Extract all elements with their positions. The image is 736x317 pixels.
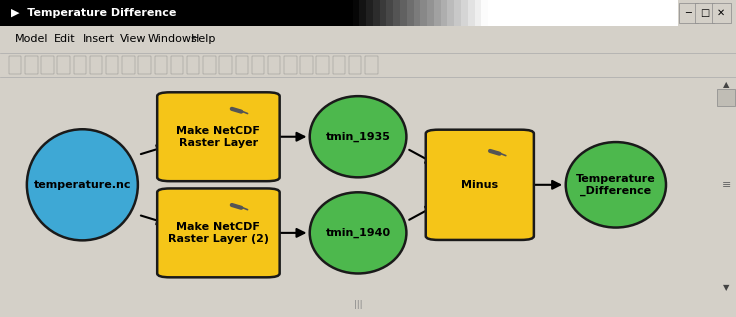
FancyBboxPatch shape bbox=[349, 56, 361, 74]
FancyBboxPatch shape bbox=[300, 56, 313, 74]
FancyBboxPatch shape bbox=[122, 56, 135, 74]
FancyBboxPatch shape bbox=[25, 56, 38, 74]
FancyBboxPatch shape bbox=[365, 56, 378, 74]
Text: temperature.nc: temperature.nc bbox=[34, 180, 131, 190]
FancyBboxPatch shape bbox=[203, 56, 216, 74]
Text: Windows: Windows bbox=[147, 34, 197, 44]
Text: Insert: Insert bbox=[82, 34, 114, 44]
Text: Temperature
_Difference: Temperature _Difference bbox=[576, 174, 656, 196]
FancyBboxPatch shape bbox=[219, 56, 232, 74]
Text: Model: Model bbox=[15, 34, 49, 44]
FancyBboxPatch shape bbox=[138, 56, 151, 74]
Text: ▼: ▼ bbox=[723, 283, 729, 292]
FancyBboxPatch shape bbox=[155, 56, 167, 74]
FancyBboxPatch shape bbox=[679, 3, 698, 23]
FancyBboxPatch shape bbox=[425, 130, 534, 240]
FancyBboxPatch shape bbox=[316, 56, 329, 74]
FancyBboxPatch shape bbox=[695, 3, 714, 23]
FancyBboxPatch shape bbox=[9, 56, 21, 74]
Text: ✕: ✕ bbox=[717, 8, 726, 18]
Text: Help: Help bbox=[191, 34, 216, 44]
Text: Minus: Minus bbox=[461, 180, 498, 190]
Text: View: View bbox=[120, 34, 146, 44]
FancyBboxPatch shape bbox=[57, 56, 70, 74]
FancyBboxPatch shape bbox=[284, 56, 297, 74]
FancyBboxPatch shape bbox=[236, 56, 248, 74]
FancyBboxPatch shape bbox=[90, 56, 102, 74]
FancyBboxPatch shape bbox=[712, 3, 731, 23]
FancyBboxPatch shape bbox=[252, 56, 264, 74]
FancyBboxPatch shape bbox=[158, 92, 280, 181]
FancyBboxPatch shape bbox=[187, 56, 199, 74]
Text: Make NetCDF
Raster Layer: Make NetCDF Raster Layer bbox=[177, 126, 261, 147]
FancyBboxPatch shape bbox=[333, 56, 345, 74]
Text: Make NetCDF
Raster Layer (2): Make NetCDF Raster Layer (2) bbox=[168, 222, 269, 244]
Text: Edit: Edit bbox=[54, 34, 75, 44]
Text: ≡: ≡ bbox=[721, 180, 731, 190]
Text: |||: ||| bbox=[354, 300, 362, 309]
Text: tmin_1935: tmin_1935 bbox=[325, 132, 391, 142]
Text: □: □ bbox=[700, 8, 709, 18]
FancyBboxPatch shape bbox=[74, 56, 86, 74]
Bar bbox=[717, 89, 735, 106]
FancyBboxPatch shape bbox=[41, 56, 54, 74]
FancyBboxPatch shape bbox=[106, 56, 118, 74]
FancyBboxPatch shape bbox=[171, 56, 183, 74]
Ellipse shape bbox=[566, 142, 666, 228]
Ellipse shape bbox=[310, 96, 406, 177]
FancyBboxPatch shape bbox=[268, 56, 280, 74]
FancyBboxPatch shape bbox=[158, 188, 280, 277]
Text: ─: ─ bbox=[685, 8, 691, 18]
Text: ▲: ▲ bbox=[723, 80, 729, 89]
Text: ▶  Temperature Difference: ▶ Temperature Difference bbox=[11, 8, 177, 18]
Ellipse shape bbox=[310, 192, 406, 274]
Ellipse shape bbox=[26, 129, 138, 240]
Text: tmin_1940: tmin_1940 bbox=[325, 228, 391, 238]
